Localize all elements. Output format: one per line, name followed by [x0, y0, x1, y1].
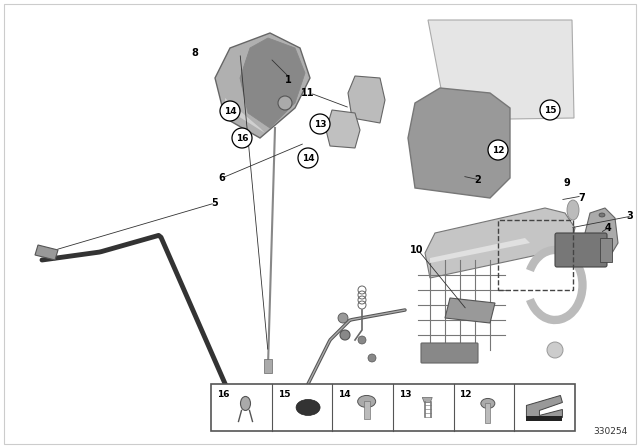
- Polygon shape: [35, 245, 58, 260]
- Text: 10: 10: [410, 245, 424, 255]
- Text: 16: 16: [217, 390, 230, 399]
- Text: 15: 15: [544, 105, 556, 115]
- Text: 7: 7: [579, 193, 586, 203]
- FancyBboxPatch shape: [555, 233, 607, 267]
- Ellipse shape: [567, 200, 579, 220]
- Text: 9: 9: [564, 178, 570, 188]
- Circle shape: [548, 412, 564, 428]
- Bar: [498, 220, 573, 290]
- Text: 15: 15: [278, 390, 290, 399]
- Circle shape: [358, 336, 366, 344]
- Circle shape: [368, 354, 376, 362]
- Polygon shape: [422, 397, 432, 402]
- Text: 5: 5: [212, 198, 218, 208]
- Polygon shape: [425, 208, 575, 278]
- Bar: [600, 238, 612, 262]
- Polygon shape: [408, 88, 510, 198]
- Circle shape: [488, 140, 508, 160]
- Circle shape: [338, 313, 348, 323]
- Polygon shape: [240, 38, 305, 128]
- Ellipse shape: [599, 213, 605, 217]
- Bar: [264, 359, 272, 373]
- Circle shape: [220, 101, 240, 121]
- Text: 14: 14: [301, 154, 314, 163]
- Bar: [211, 384, 575, 431]
- Polygon shape: [527, 396, 563, 418]
- Text: 330254: 330254: [594, 427, 628, 436]
- Circle shape: [547, 342, 563, 358]
- Text: 12: 12: [460, 390, 472, 399]
- Text: 16: 16: [236, 134, 248, 142]
- Bar: [364, 401, 370, 419]
- Bar: [485, 404, 490, 423]
- Text: 12: 12: [492, 146, 504, 155]
- Text: 13: 13: [399, 390, 412, 399]
- Text: 13: 13: [314, 120, 326, 129]
- Text: 11: 11: [301, 88, 315, 98]
- Circle shape: [232, 128, 252, 148]
- Circle shape: [298, 148, 318, 168]
- Circle shape: [540, 100, 560, 120]
- Circle shape: [278, 96, 292, 110]
- Ellipse shape: [481, 398, 495, 409]
- Polygon shape: [585, 208, 618, 253]
- Ellipse shape: [241, 396, 250, 410]
- Polygon shape: [348, 76, 385, 123]
- Polygon shape: [445, 298, 495, 323]
- Ellipse shape: [358, 396, 376, 408]
- Text: 14: 14: [224, 107, 236, 116]
- Polygon shape: [326, 110, 360, 148]
- Text: 3: 3: [627, 211, 634, 221]
- FancyBboxPatch shape: [421, 343, 478, 363]
- Text: 2: 2: [475, 175, 481, 185]
- Text: 8: 8: [191, 48, 198, 58]
- Bar: [527, 417, 563, 422]
- Text: 4: 4: [605, 223, 611, 233]
- Polygon shape: [225, 98, 265, 133]
- Polygon shape: [430, 238, 530, 263]
- Polygon shape: [215, 33, 310, 138]
- Text: 14: 14: [338, 390, 351, 399]
- Text: 1: 1: [285, 75, 291, 85]
- Circle shape: [310, 114, 330, 134]
- Circle shape: [340, 330, 350, 340]
- Ellipse shape: [296, 400, 320, 415]
- Text: 6: 6: [219, 173, 225, 183]
- Polygon shape: [428, 20, 574, 120]
